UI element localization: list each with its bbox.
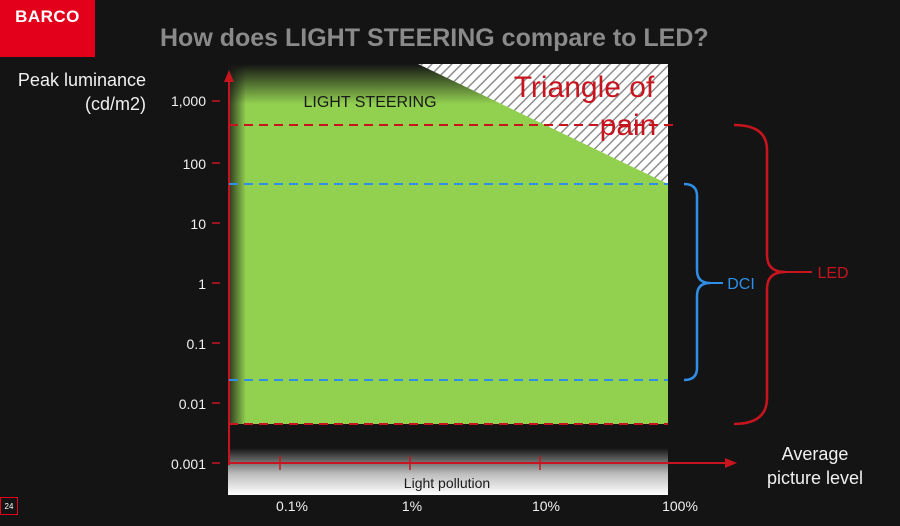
led-bracket: [734, 125, 785, 424]
light-steering-left-fade: [228, 64, 246, 424]
dci-label: DCI: [727, 276, 755, 293]
triangle-of-pain-label-line2: pain: [600, 109, 657, 142]
luminance-diagram: LIGHT STEERING Triangle of pain DCI LED …: [0, 0, 900, 526]
dci-bracket: [684, 184, 710, 380]
light-pollution-label: Light pollution: [404, 475, 490, 491]
led-label: LED: [817, 265, 848, 282]
y-axis-tick-marks: [212, 101, 220, 463]
x-axis-arrowhead: [725, 458, 737, 468]
light-steering-label: LIGHT STEERING: [303, 94, 436, 111]
triangle-of-pain-label-line1: Triangle of: [514, 71, 655, 104]
